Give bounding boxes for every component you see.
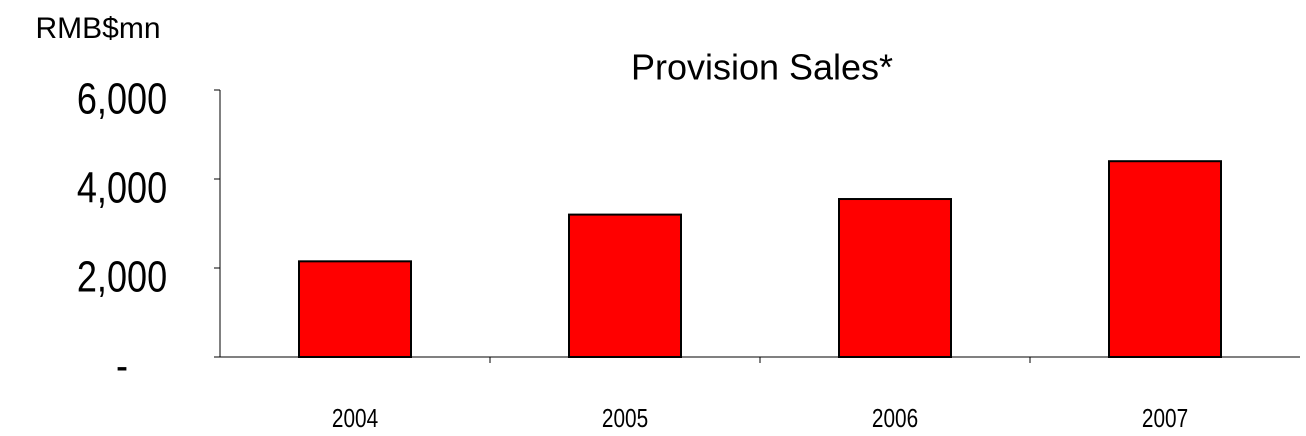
y-tick-label: 2,000	[77, 252, 167, 301]
x-tick-label: 2007	[1142, 404, 1188, 433]
bar	[1108, 160, 1222, 358]
bar	[298, 260, 412, 359]
x-tick-label: 2005	[602, 404, 648, 433]
y-tick-label: -	[116, 341, 128, 390]
x-tick-label: 2004	[332, 404, 378, 433]
x-tick-label: 2006	[872, 404, 918, 433]
y-tick-label: 4,000	[77, 163, 167, 212]
bar	[568, 213, 682, 358]
y-tick-label: 6,000	[77, 74, 167, 123]
y-axis-label: RMB$mn	[35, 12, 160, 45]
chart-title: Provision Sales*	[631, 47, 893, 88]
bar	[838, 198, 952, 358]
